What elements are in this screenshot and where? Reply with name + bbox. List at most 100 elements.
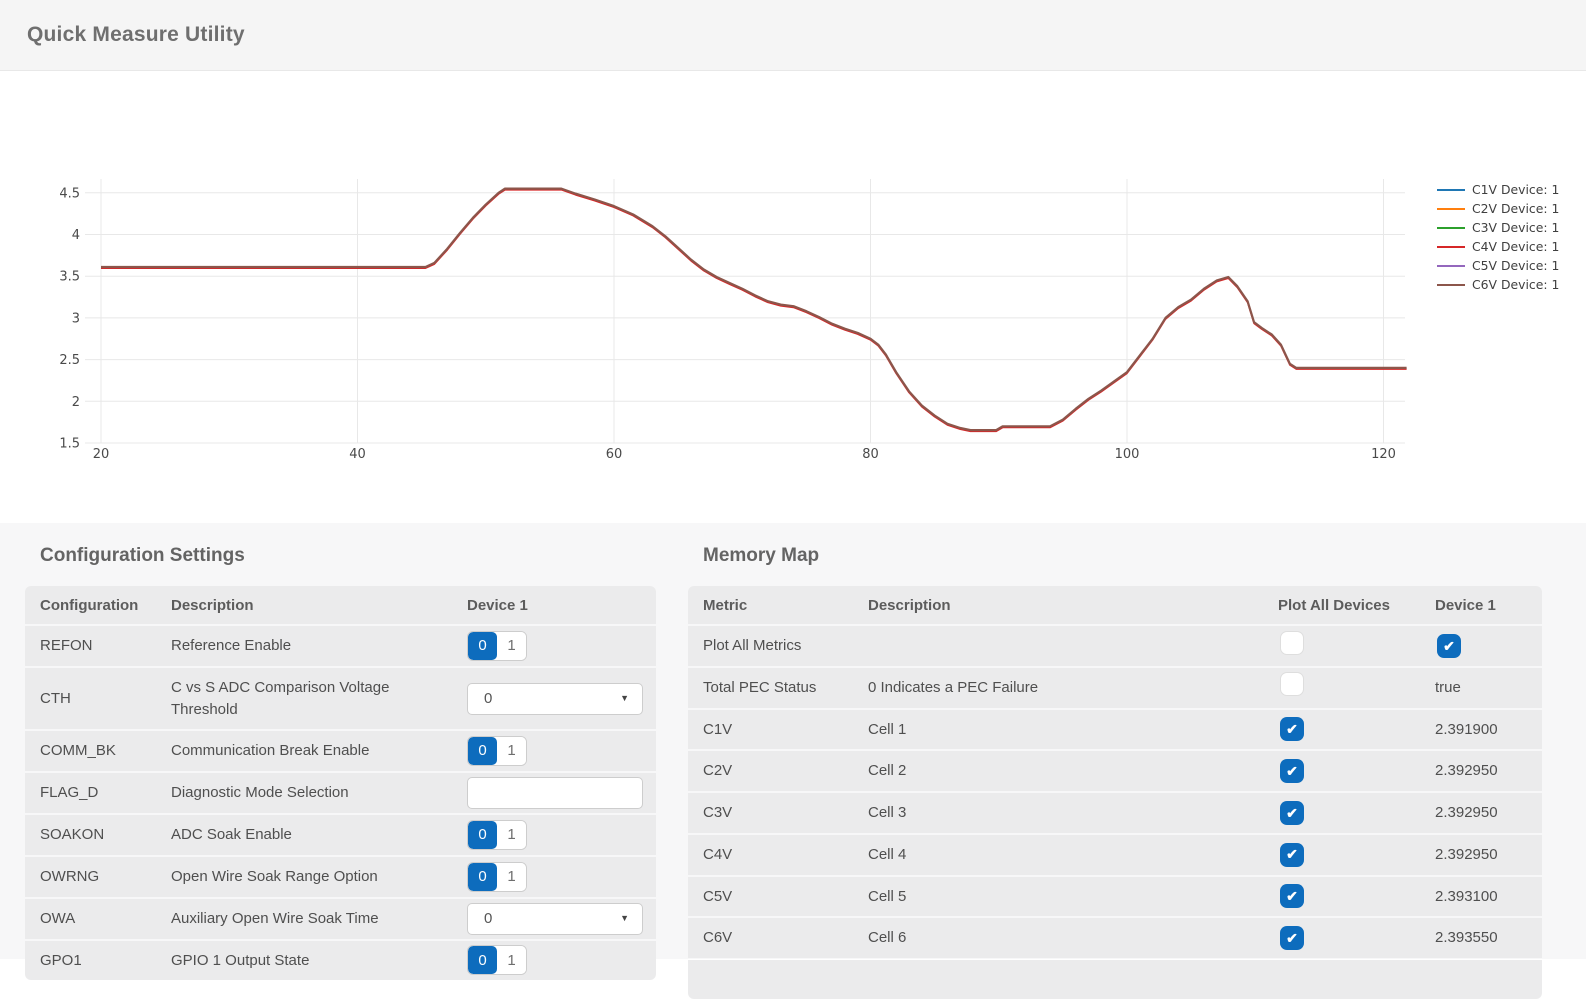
config-row-soakon: SOAKON ADC Soak Enable 0 1 (25, 815, 656, 855)
memory-plot-all-cell: ✔ (1278, 880, 1435, 912)
memory-description: 0 Indicates a PEC Failure (868, 678, 1039, 696)
toggle-comm_bk-option-1[interactable]: 1 (497, 737, 526, 766)
dropdown-selected-value: 0 (484, 689, 493, 707)
legend-item-c2v[interactable]: C2V Device: 1 (1437, 199, 1559, 218)
chevron-down-icon: ▼ (620, 692, 629, 703)
memory-plot-all-cell (1278, 976, 1435, 984)
memory-row-c2v: C2V Cell 2 ✔ 2.392950 (688, 751, 1542, 791)
plot-all-checkbox-c2v-checked[interactable]: ✔ (1280, 759, 1304, 784)
dropdown-owa[interactable]: 0 ▼ (467, 902, 643, 935)
toggle-gpo1-option-0[interactable]: 0 (468, 946, 497, 975)
config-control-cell: 0 ▼ (467, 679, 656, 719)
plot-all-checkbox-c5v-checked[interactable]: ✔ (1280, 884, 1304, 909)
memory-metric: Plot All Metrics (703, 637, 802, 654)
toggle-refon-option-0[interactable]: 0 (468, 631, 497, 660)
y-axis-tick-label: 3 (72, 311, 80, 326)
x-axis-tick-label: 100 (1115, 447, 1140, 462)
plot-all-checkbox-c6v-checked[interactable]: ✔ (1280, 926, 1304, 951)
memory-device1-cell: 2.392950 (1435, 804, 1498, 821)
plot-all-checkbox-plot-all-metrics-unchecked[interactable] (1280, 630, 1304, 655)
y-axis-tick-label: 3.5 (59, 270, 80, 285)
x-axis-tick-label: 120 (1371, 447, 1396, 462)
toggle-owrng-option-0[interactable]: 0 (468, 862, 497, 891)
legend-item-c4v[interactable]: C4V Device: 1 (1437, 237, 1559, 256)
legend-item-c5v[interactable]: C5V Device: 1 (1437, 256, 1559, 275)
memory-map-panel: Memory Map Metric Description Plot All Dev… (688, 523, 1542, 999)
memory-plot-all-cell (1278, 668, 1435, 707)
config-row-refon: REFON Reference Enable 0 1 (25, 626, 656, 666)
config-description: ADC Soak Enable (171, 826, 292, 843)
config-name: OWA (40, 909, 76, 927)
config-name: OWRNG (40, 867, 100, 885)
config-control-cell (467, 773, 656, 813)
toggle-soakon-option-1[interactable]: 1 (497, 820, 526, 849)
configuration-settings-table: Configuration Description Device 1 REFON Ref… (25, 586, 656, 981)
config-name: CTH (40, 689, 71, 707)
memory-header-row: Metric Description Plot All Devices Device … (688, 586, 1542, 624)
memory-device1-cell: 2.392950 (1435, 762, 1498, 780)
config-description: GPIO 1 Output State (171, 951, 310, 969)
config-header-row: Configuration Description Device 1 (25, 586, 656, 624)
config-name: REFON (40, 637, 93, 654)
toggle-owrng-option-1[interactable]: 1 (497, 862, 526, 891)
plot-all-checkbox-total-pec-status-unchecked[interactable] (1280, 672, 1304, 697)
legend-line-swatch (1437, 207, 1465, 210)
x-axis-tick-label: 20 (93, 447, 110, 462)
chart-section: 1.5 2 2.5 3 3.5 4 4.5 20 40 60 80 100 120 C1V Device… (0, 71, 1586, 523)
config-control-cell: 0 ▼ (467, 899, 656, 939)
dropdown-selected-value: 0 (484, 909, 493, 927)
memory-metric (703, 971, 868, 989)
memory-device1-cell: 2.393100 (1435, 887, 1498, 905)
toggle-soakon-option-0[interactable]: 0 (468, 820, 497, 849)
memory-column-header-3: Device 1 (1435, 596, 1496, 614)
memory-row-c6v: C6V Cell 6 ✔ 2.393550 (688, 918, 1542, 958)
memory-description: Cell 3 (868, 804, 907, 821)
y-axis-tick-label: 2.5 (59, 353, 80, 368)
config-description: C vs S ADC Comparison Voltage Threshold (171, 678, 390, 718)
y-axis-tick-label: 4 (72, 228, 80, 243)
legend-line-swatch (1437, 283, 1465, 286)
memory-metric: C2V (703, 762, 733, 780)
legend-label: C4V Device: 1 (1472, 239, 1560, 254)
dropdown-cth[interactable]: 0 ▼ (467, 682, 643, 715)
memory-row-partial (688, 960, 1542, 999)
input-flag_d[interactable] (467, 777, 643, 809)
plot-all-checkbox-c3v-checked[interactable]: ✔ (1280, 800, 1304, 825)
toggle-gpo1-option-1[interactable]: 1 (497, 946, 526, 975)
legend-item-c3v[interactable]: C3V Device: 1 (1437, 218, 1559, 237)
plot-all-checkbox-c1v-checked[interactable]: ✔ (1280, 717, 1304, 742)
plot-all-checkbox-c4v-checked[interactable]: ✔ (1280, 842, 1304, 867)
memory-device1-cell: 2.391900 (1435, 720, 1498, 738)
legend-label: C1V Device: 1 (1472, 182, 1560, 197)
legend-item-c1v[interactable]: C1V Device: 1 (1437, 180, 1559, 199)
toggle-comm_bk-option-0[interactable]: 0 (468, 737, 497, 766)
memory-description: Cell 5 (868, 887, 907, 905)
legend-line-swatch (1437, 245, 1465, 248)
memory-description: Cell 2 (868, 762, 907, 780)
y-axis-tick-label: 4.5 (59, 186, 80, 201)
device1-checkbox-plot-all-metrics-checked[interactable]: ✔ (1437, 633, 1461, 658)
legend-label: C2V Device: 1 (1472, 201, 1560, 216)
memory-plot-all-cell: ✔ (1278, 713, 1435, 745)
memory-metric: C5V (703, 887, 733, 905)
config-row-comm_bk: COMM_BK Communication Break Enable 0 1 (25, 731, 656, 771)
line-chart[interactable]: 1.5 2 2.5 3 3.5 4 4.5 20 40 60 80 100 120 (0, 71, 1586, 523)
config-row-cth: CTH C vs S ADC Comparison Voltage Thresho… (25, 667, 656, 730)
chevron-down-icon: ▼ (620, 912, 629, 923)
config-column-header-1: Description (171, 596, 254, 614)
memory-device1-cell: ✔ (1435, 630, 1542, 662)
memory-description: Cell 1 (868, 720, 907, 738)
config-row-owrng: OWRNG Open Wire Soak Range Option 0 1 (25, 856, 656, 897)
memory-plot-all-cell (1278, 627, 1435, 666)
legend-item-c6v[interactable]: C6V Device: 1 (1437, 275, 1559, 294)
toggle-refon-option-1[interactable]: 1 (497, 631, 526, 660)
memory-row-c4v: C4V Cell 4 ✔ 2.392950 (688, 834, 1542, 875)
